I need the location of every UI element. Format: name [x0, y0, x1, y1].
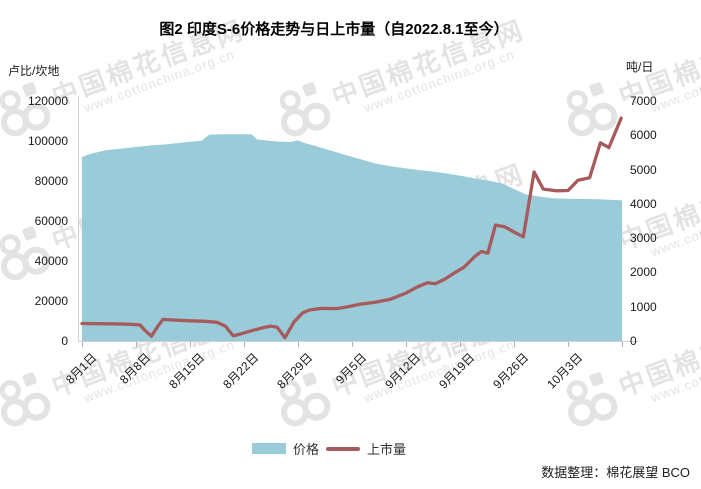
cotton-logo-icon: [279, 372, 331, 427]
right-tick-0: 0: [630, 334, 637, 348]
legend-price-label: 价格: [293, 442, 320, 457]
price-area-swatch: [252, 443, 286, 454]
left-tick-20000: 20000: [34, 294, 68, 308]
tickmark: [82, 342, 83, 347]
axisline: [78, 341, 638, 342]
right-tick-6000: 6000: [630, 128, 657, 143]
tickmark: [298, 342, 299, 347]
cotton-logo-icon: [0, 372, 51, 427]
right-tick-5000: 5000: [630, 162, 657, 177]
tickmark: [406, 342, 407, 347]
legend: 价格 上市量: [252, 439, 406, 458]
cotton-logo-icon: [0, 82, 51, 137]
axisline: [78, 96, 79, 341]
tickmark: [568, 342, 569, 347]
left-tick-40000: 40000: [34, 254, 68, 268]
left-tick-0: 0: [61, 334, 68, 348]
legend-volume-label: 上市量: [367, 442, 407, 457]
tickmark: [352, 342, 353, 347]
right-tick-2000: 2000: [630, 265, 657, 280]
cotton-logo-icon: [0, 226, 51, 281]
left-axis-unit: 卢比/坎地: [8, 64, 60, 78]
tickmark: [190, 342, 191, 347]
cotton-logo-icon: [566, 372, 618, 427]
right-tick-1000: 1000: [630, 299, 657, 314]
right-axis-unit: 吨/日: [626, 60, 654, 74]
left-tick-120000: 120000: [27, 94, 68, 108]
chart-title: 图2 印度S-6价格走势与日上市量（自2022.8.1至今）: [159, 21, 509, 38]
left-tick-100000: 100000: [27, 134, 68, 148]
tickmark: [460, 342, 461, 347]
cotton-logo-icon: [566, 82, 618, 137]
tickmark: [622, 342, 623, 347]
left-tick-60000: 60000: [34, 214, 68, 228]
volume-line-swatch: [326, 446, 361, 451]
source-note: 数据整理：棉花展望 BCO: [541, 465, 690, 480]
tickmark: [514, 342, 515, 347]
right-tick-7000: 7000: [630, 94, 657, 108]
volume-line-series: [80, 116, 623, 340]
tickmark: [136, 342, 137, 347]
tickmark: [244, 342, 245, 347]
right-tick-3000: 3000: [630, 231, 657, 246]
cotton-logo-icon: [279, 82, 331, 137]
left-tick-80000: 80000: [34, 174, 68, 188]
right-tick-4000: 4000: [630, 196, 657, 211]
price-area-series: [82, 134, 622, 341]
